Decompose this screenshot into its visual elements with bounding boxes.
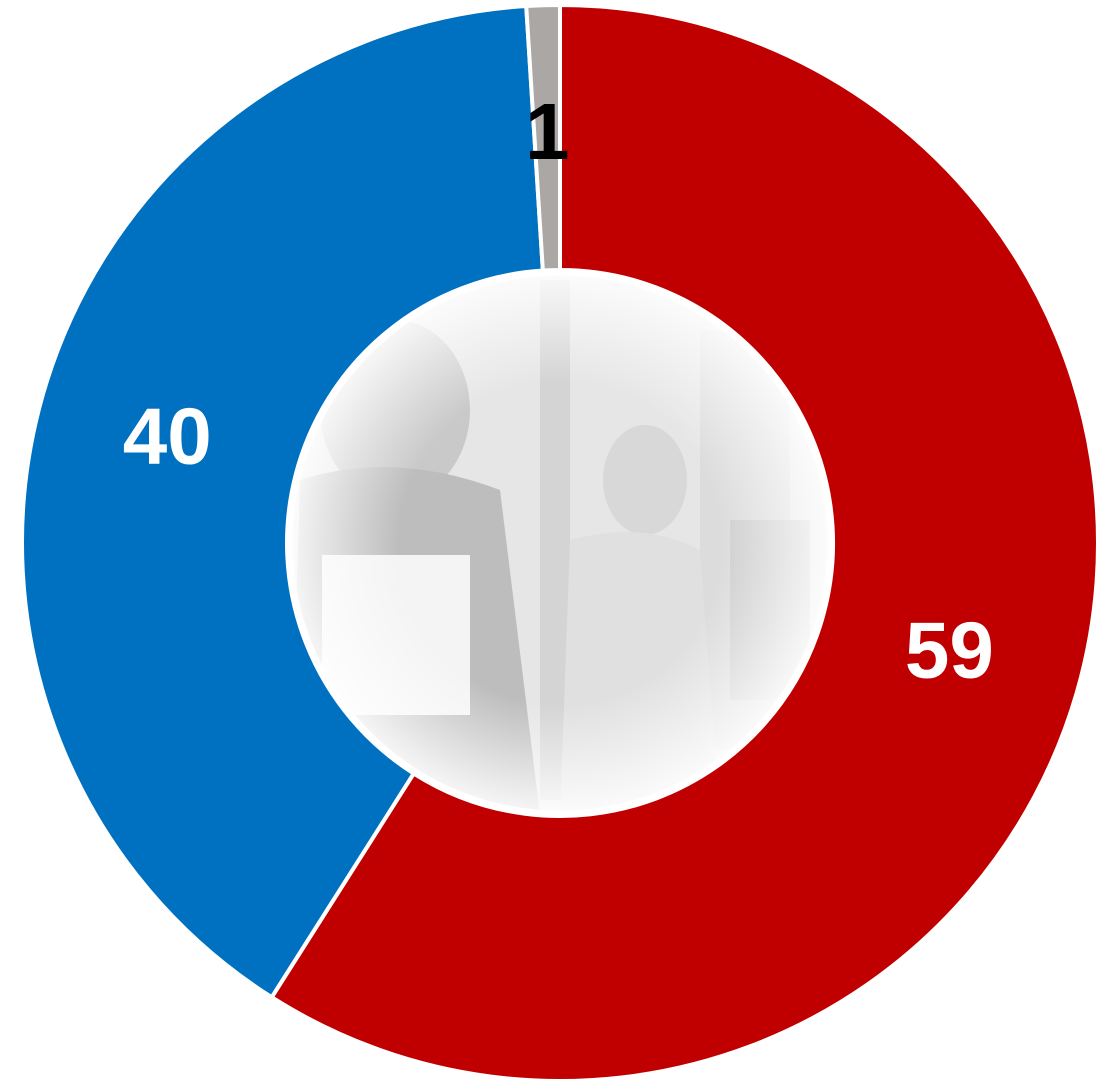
photo-border bbox=[287, 270, 833, 816]
photo-fade bbox=[292, 275, 828, 811]
donut-slice bbox=[268, 2, 1100, 1080]
donut-slices bbox=[20, 2, 1100, 1080]
data-labels: 59 40 1 bbox=[123, 87, 994, 694]
data-label: 59 bbox=[905, 605, 994, 694]
data-label: 1 bbox=[525, 87, 570, 176]
center-photo bbox=[292, 275, 828, 811]
donut-slice bbox=[20, 3, 545, 1001]
donut-slice bbox=[524, 2, 562, 273]
data-label: 40 bbox=[123, 391, 212, 480]
